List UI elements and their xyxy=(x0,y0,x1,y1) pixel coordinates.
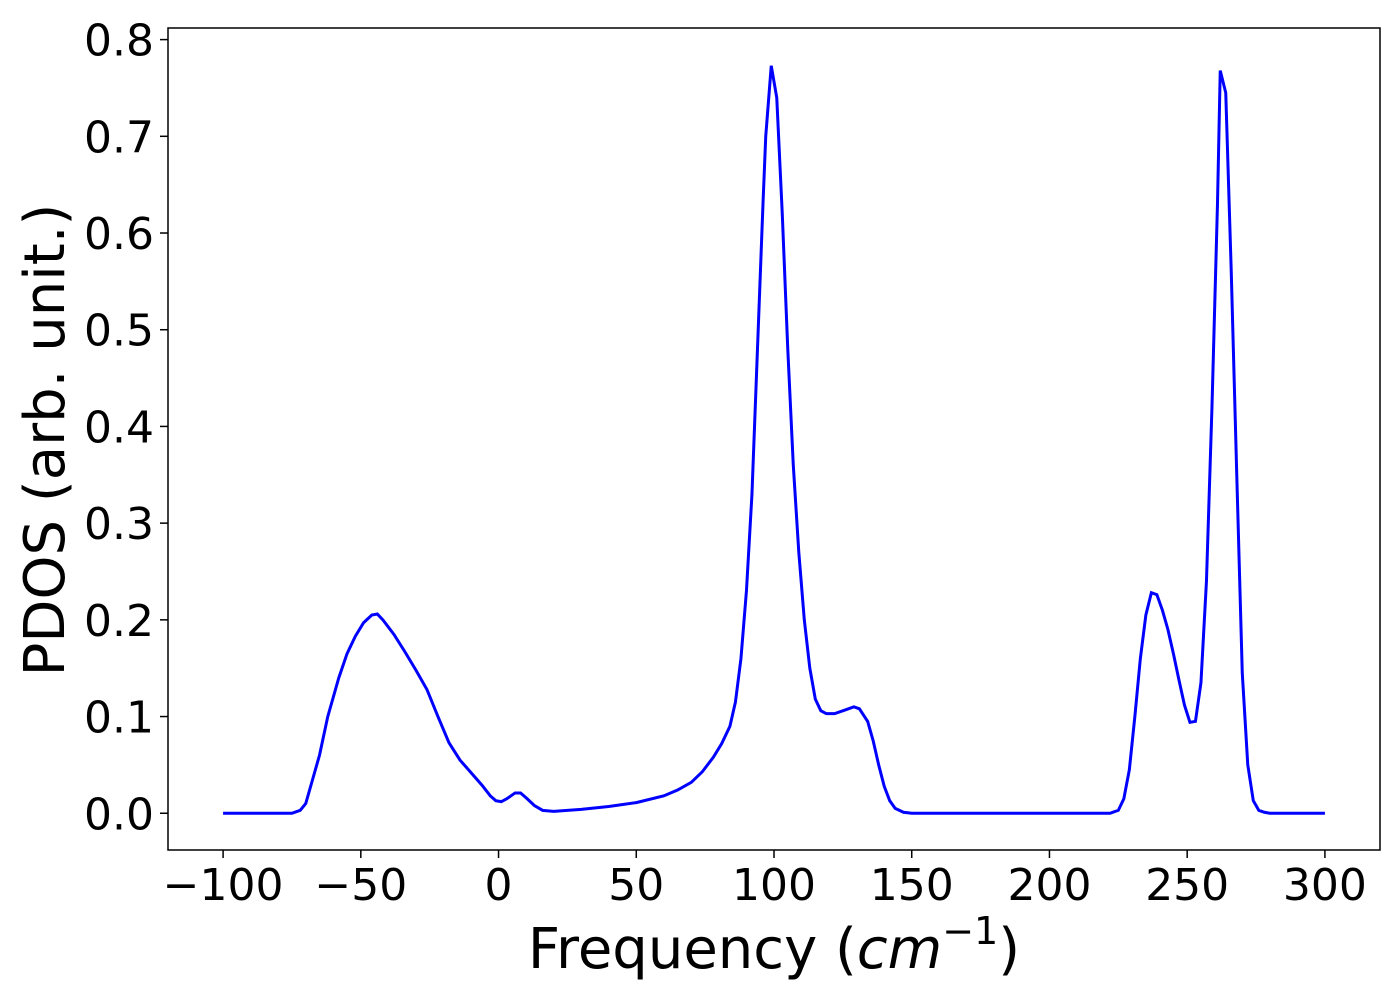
x-tick-label: 300 xyxy=(1283,860,1367,911)
y-tick-label: 0.0 xyxy=(84,789,154,840)
y-tick-label: 0.3 xyxy=(84,499,154,550)
y-tick-label: 0.1 xyxy=(84,693,154,744)
x-tick-label: 100 xyxy=(732,860,816,911)
y-tick-label: 0.5 xyxy=(84,306,154,357)
x-tick-label: 150 xyxy=(870,860,954,911)
x-tick-label: −100 xyxy=(163,860,284,911)
x-tick-label: 0 xyxy=(485,860,513,911)
y-tick-label: 0.2 xyxy=(84,596,154,647)
y-tick-label: 0.4 xyxy=(84,402,154,453)
y-tick-label: 0.8 xyxy=(84,16,154,67)
data-line xyxy=(223,65,1325,815)
x-tick-label: −50 xyxy=(314,860,407,911)
x-tick-label: 50 xyxy=(608,860,664,911)
x-tick-label: 200 xyxy=(1007,860,1091,911)
plot-frame xyxy=(167,27,1381,851)
x-axis-label: Frequency (cm−1) xyxy=(528,909,1020,982)
x-tick-label: 250 xyxy=(1145,860,1229,911)
y-tick-label: 0.7 xyxy=(84,112,154,163)
y-tick-label: 0.6 xyxy=(84,209,154,260)
y-axis-label: PDOS (arb. unit.) xyxy=(13,204,78,677)
